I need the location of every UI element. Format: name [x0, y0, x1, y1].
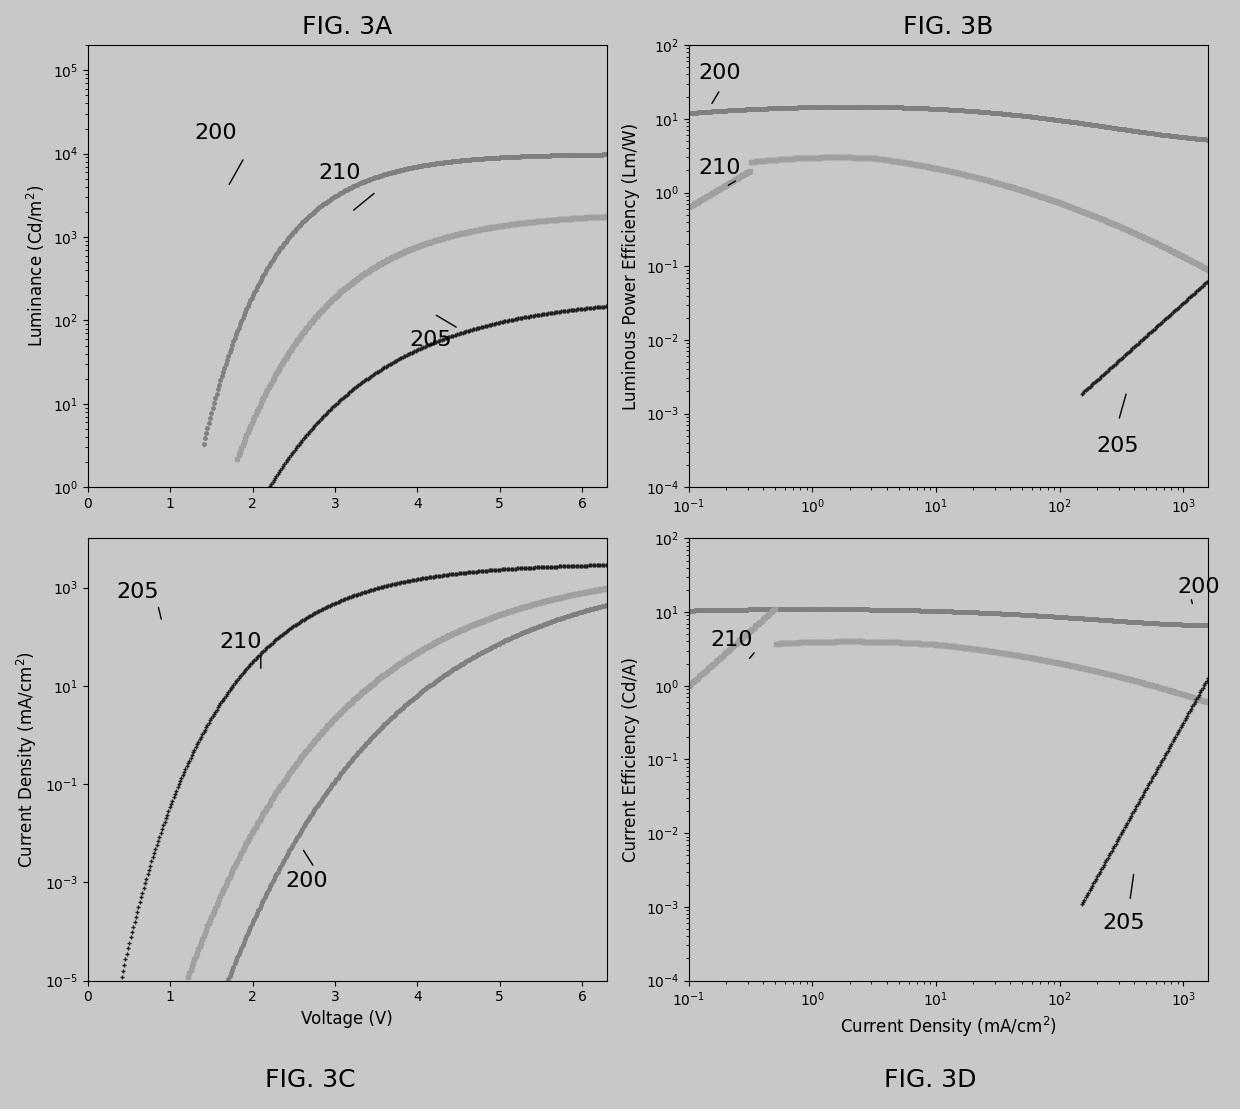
Text: 200: 200	[285, 871, 329, 891]
X-axis label: Current Density (mA/cm$^2$): Current Density (mA/cm$^2$)	[839, 1015, 1056, 1038]
Text: 205: 205	[409, 329, 451, 349]
X-axis label: Voltage (V): Voltage (V)	[301, 1010, 393, 1028]
Y-axis label: Luminance (Cd/m$^2$): Luminance (Cd/m$^2$)	[25, 185, 47, 347]
Title: FIG. 3A: FIG. 3A	[303, 16, 393, 39]
Text: 200: 200	[698, 63, 742, 83]
Text: 200: 200	[1178, 578, 1220, 598]
Text: 210: 210	[698, 157, 742, 177]
Y-axis label: Current Density (mA/cm$^2$): Current Density (mA/cm$^2$)	[15, 651, 40, 868]
Text: FIG. 3C: FIG. 3C	[265, 1068, 355, 1092]
Text: 200: 200	[195, 123, 238, 143]
Title: FIG. 3B: FIG. 3B	[903, 16, 993, 39]
Text: 205: 205	[1097, 436, 1140, 456]
Y-axis label: Luminous Power Efficiency (Lm/W): Luminous Power Efficiency (Lm/W)	[622, 123, 640, 409]
Text: FIG. 3D: FIG. 3D	[884, 1068, 976, 1092]
Text: 210: 210	[319, 163, 361, 183]
Text: 210: 210	[711, 630, 753, 650]
Y-axis label: Current Efficiency (Cd/A): Current Efficiency (Cd/A)	[622, 657, 640, 862]
Text: 205: 205	[1102, 913, 1145, 933]
Text: 210: 210	[219, 631, 262, 652]
Text: 205: 205	[117, 582, 159, 602]
